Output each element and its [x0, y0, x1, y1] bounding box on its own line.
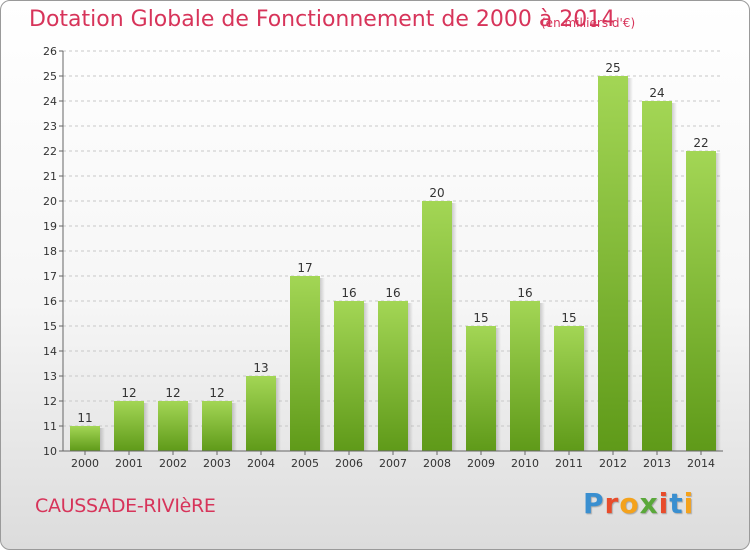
bar-shadow: [276, 378, 281, 451]
data-label: 16: [341, 286, 356, 300]
bar: [642, 101, 672, 451]
bar: [202, 401, 232, 451]
logo-letter: x: [639, 487, 659, 520]
bars-layer: 11 12 12 12 13 17 16 16 20 15 16 15 25 24 22: [70, 61, 721, 451]
logo-letter: o: [619, 487, 640, 520]
y-tick-label: 11: [43, 420, 57, 433]
y-tick-label: 16: [43, 295, 57, 308]
x-tick-label: 2014: [687, 457, 715, 470]
data-label: 16: [385, 286, 400, 300]
bar: [290, 276, 320, 451]
bar: [554, 326, 584, 451]
x-tick-label: 2011: [555, 457, 583, 470]
bar: [246, 376, 276, 451]
bar: [510, 301, 540, 451]
x-tick-label: 2007: [379, 457, 407, 470]
bar-shadow: [320, 278, 325, 451]
bar: [466, 326, 496, 451]
bar-shadow: [628, 78, 633, 451]
bar-shadow: [232, 403, 237, 451]
logo-letter: P: [583, 487, 605, 520]
y-tick-label: 10: [43, 445, 57, 458]
x-tick-label: 2009: [467, 457, 495, 470]
bar-shadow: [364, 303, 369, 451]
data-label: 12: [165, 386, 180, 400]
bar: [114, 401, 144, 451]
y-tick-label: 17: [43, 270, 57, 283]
bar-shadow: [496, 328, 501, 451]
logo-letter: i: [683, 487, 695, 520]
bar-shadow: [408, 303, 413, 451]
data-label: 17: [297, 261, 312, 275]
x-tick-label: 2004: [247, 457, 275, 470]
chart-subtitle: (en milliers d'€): [541, 16, 636, 30]
bar: [598, 76, 628, 451]
x-tick-label: 2013: [643, 457, 671, 470]
bar: [158, 401, 188, 451]
x-tick-label: 2006: [335, 457, 363, 470]
data-label: 15: [473, 311, 488, 325]
x-tick-label: 2002: [159, 457, 187, 470]
bar: [422, 201, 452, 451]
y-tick-label: 22: [43, 145, 57, 158]
data-label: 12: [209, 386, 224, 400]
x-tick-label: 2005: [291, 457, 319, 470]
logo-letter: t: [669, 487, 684, 520]
commune-name: CAUSSADE-RIVIèRE: [35, 495, 216, 517]
data-label: 22: [693, 136, 708, 150]
bar: [334, 301, 364, 451]
y-tick-label: 25: [43, 70, 57, 83]
proxiti-logo: Proxiti: [583, 487, 694, 520]
bar: [378, 301, 408, 451]
y-tick-label: 24: [43, 95, 57, 108]
y-tick-label: 21: [43, 170, 57, 183]
y-tick-label: 18: [43, 245, 57, 258]
bar-shadow: [188, 403, 193, 451]
axis-layer: 10 11 12 13 14 15 16 17 18 19 20 21 22 23 24 25 26 2000 20…: [43, 45, 723, 470]
x-tick-label: 2001: [115, 457, 143, 470]
bar-shadow: [452, 203, 457, 451]
bar-shadow: [672, 103, 677, 451]
y-tick-label: 14: [43, 345, 57, 358]
bar-shadow: [716, 153, 721, 451]
x-tick-label: 2000: [71, 457, 99, 470]
data-label: 20: [429, 186, 444, 200]
y-tick-label: 12: [43, 395, 57, 408]
x-tick-label: 2003: [203, 457, 231, 470]
y-tick-label: 26: [43, 45, 57, 58]
data-label: 24: [649, 86, 664, 100]
y-tick-label: 23: [43, 120, 57, 133]
data-label: 16: [517, 286, 532, 300]
data-label: 13: [253, 361, 268, 375]
y-tick-label: 13: [43, 370, 57, 383]
data-label: 25: [605, 61, 620, 75]
logo-letter: i: [658, 487, 670, 520]
data-label: 11: [77, 411, 92, 425]
bar-shadow: [540, 303, 545, 451]
bar-shadow: [100, 428, 105, 451]
x-tick-label: 2010: [511, 457, 539, 470]
bar: [70, 426, 100, 451]
data-label: 12: [121, 386, 136, 400]
bar: [686, 151, 716, 451]
bar-shadow: [584, 328, 589, 451]
y-tick-label: 19: [43, 220, 57, 233]
x-tick-label: 2012: [599, 457, 627, 470]
data-label: 15: [561, 311, 576, 325]
y-tick-label: 15: [43, 320, 57, 333]
x-tick-label: 2008: [423, 457, 451, 470]
bar-shadow: [144, 403, 149, 451]
chart-title: Dotation Globale de Fonctionnement de 20…: [29, 7, 616, 32]
y-tick-label: 20: [43, 195, 57, 208]
logo-letter: r: [604, 487, 620, 520]
